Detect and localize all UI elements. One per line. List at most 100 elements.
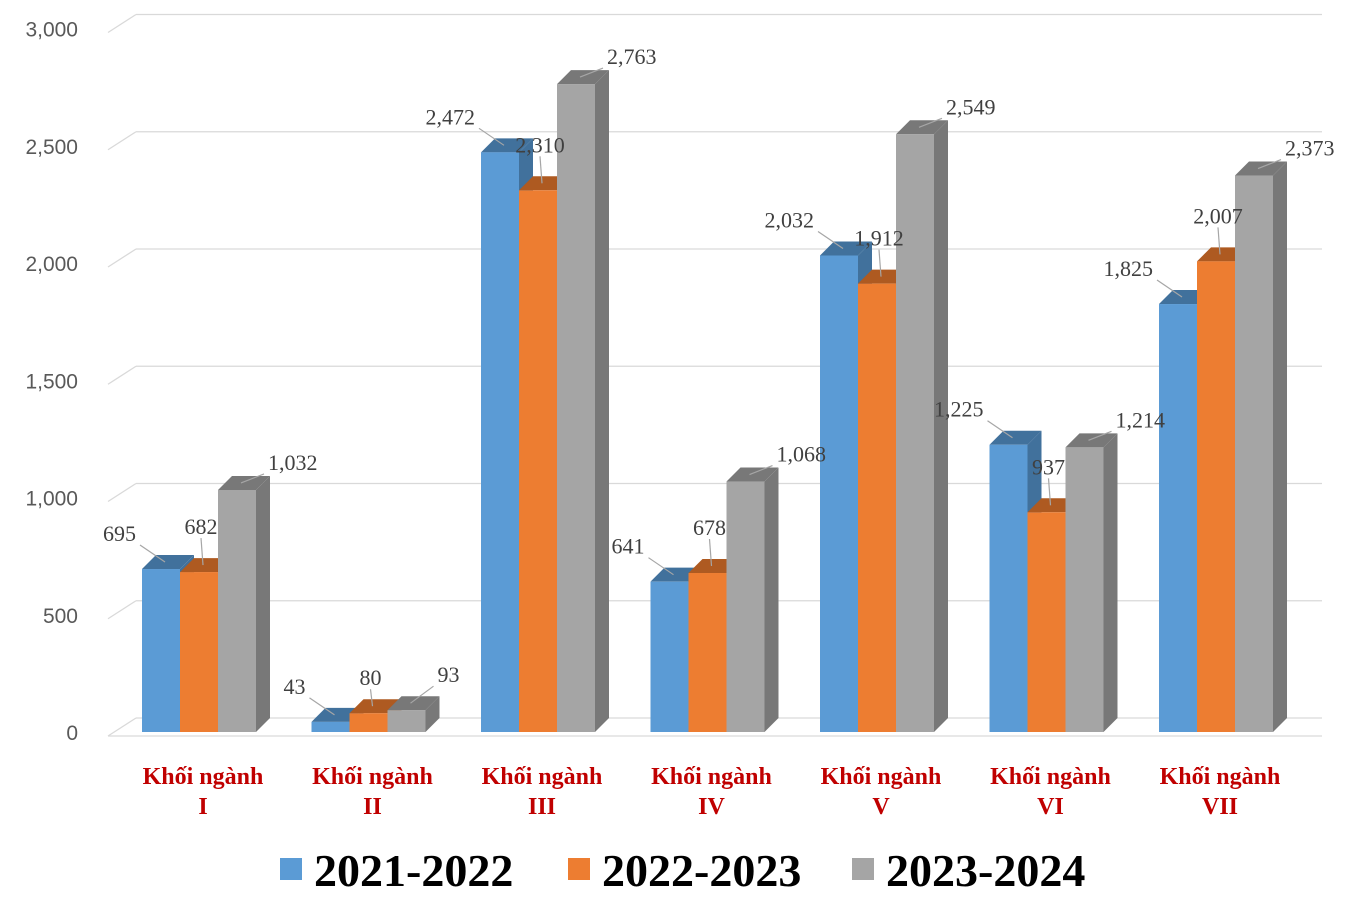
bar-top [557, 70, 609, 85]
leader-line [1257, 158, 1282, 170]
data-label: 2,472 [426, 104, 476, 129]
category-label: I [198, 794, 207, 820]
bar [820, 255, 858, 732]
leader-line [309, 697, 335, 716]
bar [688, 573, 727, 732]
y-tick-label: 2,500 [25, 136, 78, 159]
y-tick-label: 1,500 [25, 370, 78, 393]
category-label: IV [698, 794, 725, 820]
y-tick-label: 2,000 [25, 253, 78, 276]
data-label: 2,763 [607, 44, 657, 69]
leader-line [749, 464, 773, 476]
leader-line [1156, 279, 1183, 298]
bar [1235, 175, 1273, 732]
data-label: 2,549 [946, 94, 996, 119]
bar-side [764, 467, 779, 732]
bar [180, 572, 218, 732]
data-label: 678 [693, 515, 726, 540]
leader-line [410, 685, 434, 704]
bar [896, 134, 934, 732]
bar-top [726, 467, 779, 482]
bar [1065, 447, 1104, 732]
category-label: VI [1037, 794, 1064, 820]
category-label: Khối ngành [143, 764, 264, 790]
legend-swatch [852, 858, 874, 880]
leader-line [1047, 478, 1052, 506]
leader-line [817, 230, 844, 249]
bar-side [934, 120, 948, 732]
bar [387, 710, 426, 732]
bar-top [820, 241, 872, 256]
gridline-wall [107, 131, 137, 151]
y-tick-label: 3,000 [25, 19, 78, 42]
data-label: 1,032 [268, 450, 318, 475]
data-label: 1,225 [934, 397, 984, 422]
leader-line [139, 544, 166, 563]
category-label: Khối ngành [1160, 764, 1281, 790]
y-axis-ticks: 0 500 1,000 1,500 2,000 2,500 3,000 [25, 19, 78, 746]
data-label: 695 [103, 521, 136, 546]
leader-line [539, 156, 543, 184]
leader-line [1217, 227, 1221, 255]
bars [142, 70, 1287, 733]
data-label: 2,310 [515, 132, 565, 157]
bar [1027, 512, 1066, 732]
legend-swatch [568, 858, 590, 880]
data-label: 93 [438, 662, 460, 687]
bar [519, 190, 557, 732]
legend-label: 2022-2023 [602, 845, 801, 896]
category-label: V [872, 794, 890, 820]
bar-top [1065, 433, 1118, 448]
gridline-wall [107, 600, 137, 620]
category-label: Khối ngành [821, 764, 942, 790]
y-tick-label: 1,000 [25, 488, 78, 511]
bar-side [595, 70, 609, 733]
leader-line [708, 538, 713, 567]
bar [142, 569, 180, 732]
data-label: 2,373 [1285, 136, 1335, 161]
gridline-wall [107, 482, 137, 503]
legend-swatch [280, 858, 302, 880]
leader-line [579, 67, 604, 78]
data-label: 2,032 [765, 207, 815, 232]
bar [650, 581, 689, 732]
bar-side [425, 696, 440, 732]
bar [557, 84, 595, 733]
bar-top [1235, 161, 1287, 176]
leader-line [987, 420, 1013, 439]
leader-line [1088, 430, 1112, 441]
bar-top [989, 430, 1042, 445]
legend-label: 2023-2024 [886, 845, 1085, 896]
category-label: Khối ngành [482, 764, 603, 790]
bar [481, 152, 519, 733]
data-label: 1,912 [854, 226, 904, 251]
y-tick-label: 0 [66, 722, 78, 745]
leader-line [918, 117, 943, 128]
legend-label: 2021-2022 [314, 845, 513, 896]
bar-top [387, 696, 440, 711]
gridline-wall [107, 248, 137, 268]
bar [218, 489, 256, 732]
bar-side [256, 475, 270, 732]
data-label: 2,007 [1193, 203, 1243, 228]
leader-line [240, 473, 265, 484]
bar-top [142, 555, 194, 570]
bar [1159, 304, 1197, 732]
bar [858, 283, 896, 732]
data-label: 682 [185, 514, 218, 539]
data-label: 641 [612, 534, 645, 559]
category-label: II [363, 794, 382, 820]
gridline-wall [107, 717, 137, 737]
data-label: 80 [360, 665, 382, 690]
data-label: 1,068 [777, 442, 827, 467]
category-label: VII [1202, 794, 1238, 820]
category-label: Khối ngành [990, 764, 1111, 790]
leader-line [200, 538, 204, 566]
data-labels: 695 682 1,032 43 80 93 2,472 2,310 2,763 641 678 1,… [103, 44, 1335, 716]
data-label: 1,214 [1116, 407, 1166, 432]
category-label: III [528, 794, 556, 820]
bar [989, 444, 1028, 732]
leader-line [878, 249, 882, 277]
leader-line [648, 557, 674, 576]
